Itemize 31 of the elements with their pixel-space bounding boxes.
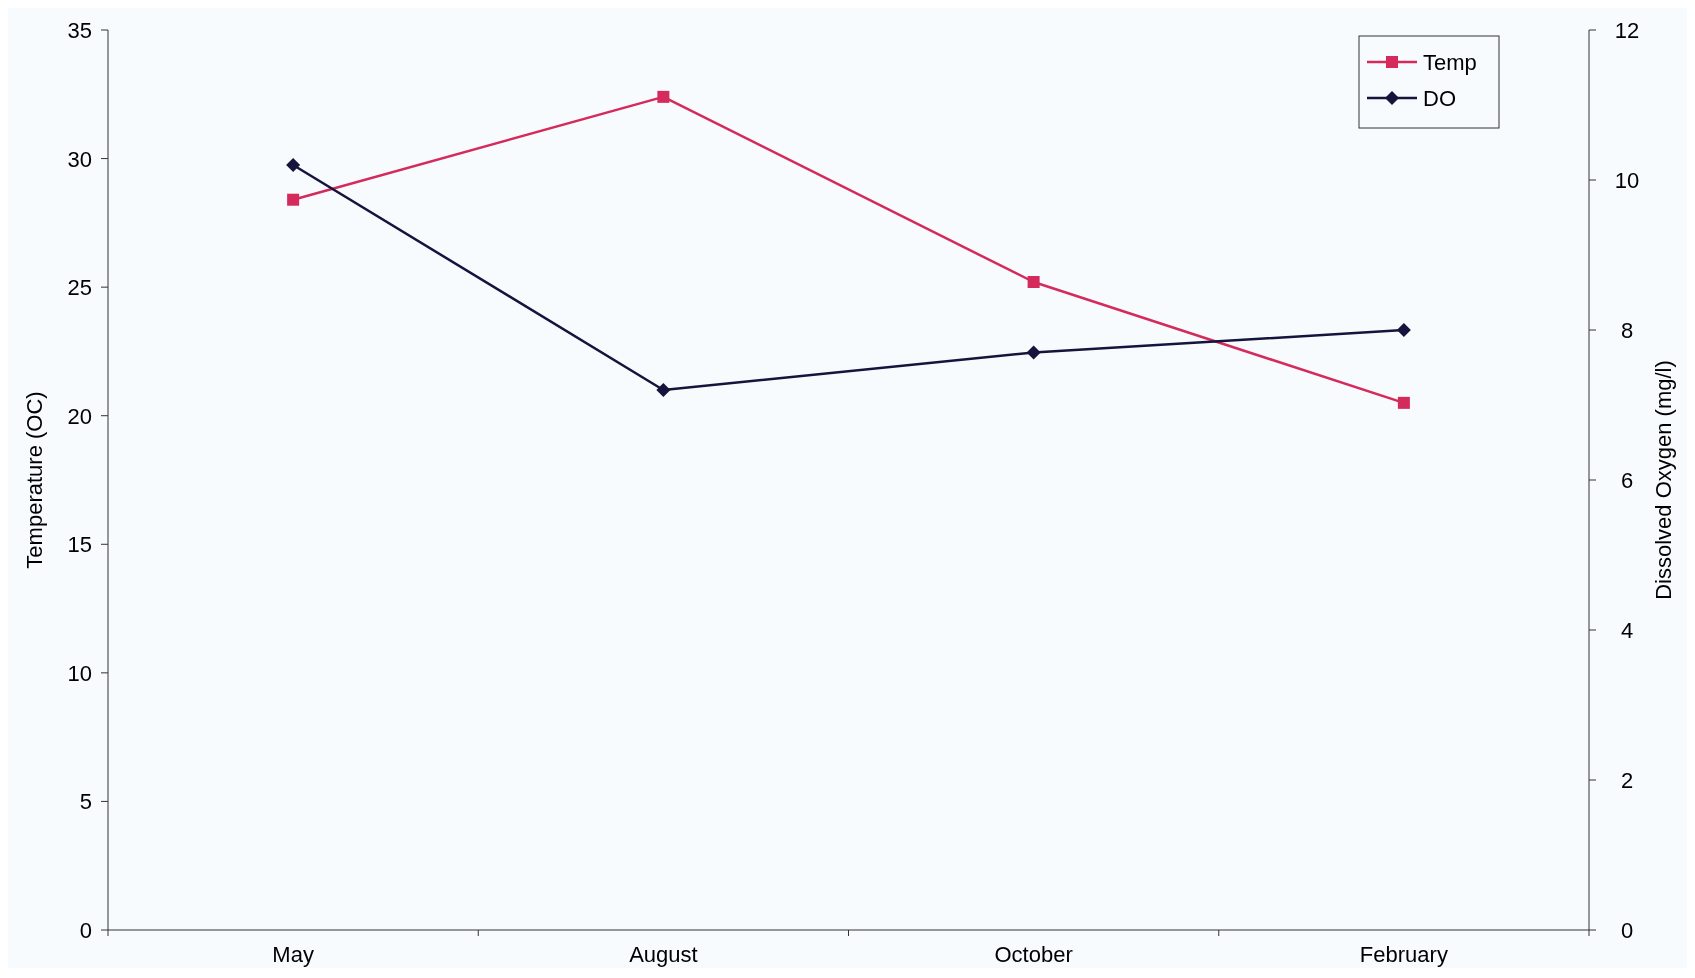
point [287, 193, 300, 206]
legend-label: DO [1423, 86, 1456, 111]
x-tick-label: February [1359, 942, 1448, 967]
y2-tick-label: 6 [1620, 468, 1634, 493]
point [286, 158, 301, 172]
y2-tick-label: 0 [1620, 918, 1634, 943]
y-tick-label: 10 [67, 660, 92, 686]
point [657, 90, 670, 103]
y-tick-label: 25 [67, 275, 92, 301]
point [1026, 345, 1041, 360]
y-tick-label: 20 [67, 403, 92, 429]
y-tick-label: 5 [79, 789, 92, 815]
y2-tick-label: 12 [1614, 18, 1640, 43]
y2-tick-label: 8 [1620, 318, 1634, 343]
y2-tick-label: 4 [1620, 618, 1634, 643]
point [1396, 323, 1411, 337]
y2-tick-label: 2 [1620, 768, 1634, 793]
y-tick-label: 0 [79, 918, 92, 943]
y2-axis-title: Dissolved Oxygen (mg/l) [1651, 360, 1676, 600]
legend-label: Temp [1423, 50, 1477, 75]
x-tick-label: October [994, 942, 1073, 967]
y-tick-label: 30 [67, 146, 92, 172]
y2-tick-label: 10 [1614, 168, 1640, 193]
point [656, 383, 671, 397]
y-axis-title: Temperature (OC) [22, 391, 47, 569]
point [1397, 396, 1410, 409]
y-tick-label: 35 [67, 18, 92, 43]
x-tick-label: August [629, 942, 698, 967]
point [1027, 276, 1040, 288]
x-tick-label: May [272, 942, 314, 967]
y-tick-label: 15 [67, 532, 92, 558]
